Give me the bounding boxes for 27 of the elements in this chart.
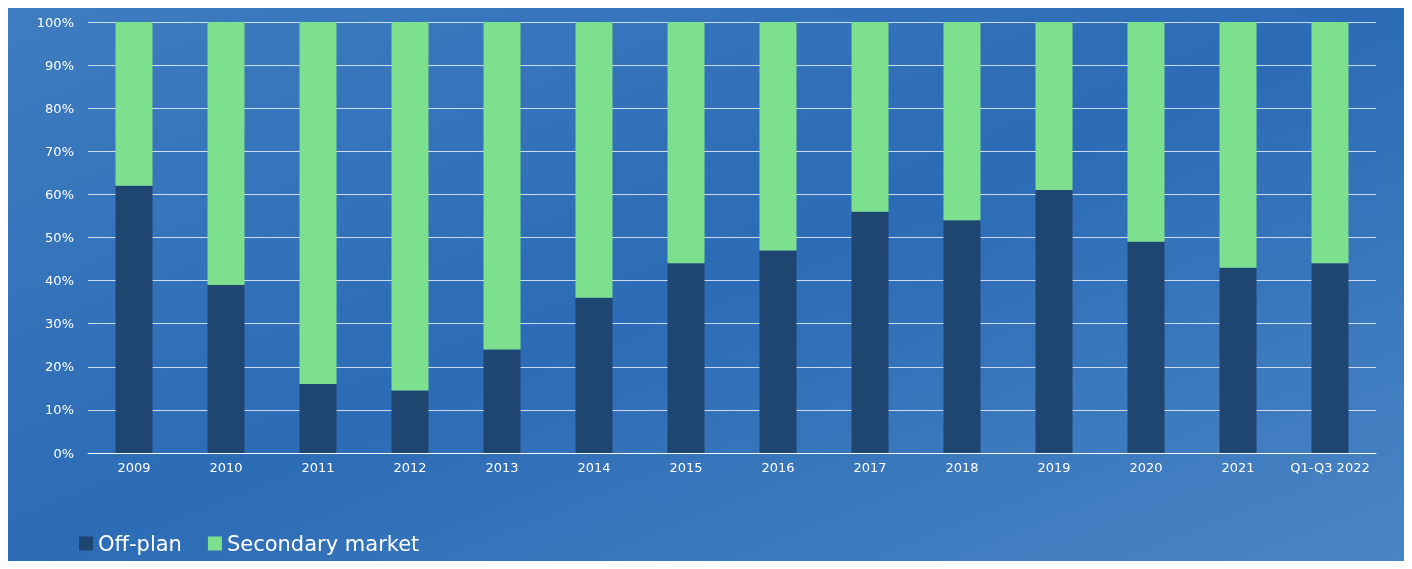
x-tick-label: 2020 <box>1129 460 1163 475</box>
x-tick-label: 2013 <box>485 460 519 475</box>
legend-label: Off-plan <box>98 531 182 556</box>
x-tick-label: 2021 <box>1221 460 1255 475</box>
x-tick-label: 2010 <box>209 460 243 475</box>
x-tick-label: 2018 <box>945 460 979 475</box>
y-tick-label: 0% <box>53 445 74 461</box>
x-tick-label: 2019 <box>1037 460 1071 475</box>
x-tick-label: 2009 <box>117 460 151 475</box>
y-tick-label: 30% <box>45 316 74 332</box>
y-tick-label: 90% <box>45 57 74 73</box>
legend-label: Secondary market <box>226 531 420 556</box>
y-tick-label: 80% <box>45 100 74 116</box>
y-tick-label: 60% <box>45 186 74 202</box>
y-tick-label: 50% <box>45 230 74 245</box>
y-tick-label: 10% <box>45 402 74 418</box>
x-tick-label: 2017 <box>853 460 887 475</box>
x-tick-label: Q1-Q3 2022 <box>1290 460 1370 475</box>
y-tick-label: 20% <box>45 359 74 375</box>
y-tick-label: 70% <box>45 143 74 159</box>
x-tick-label: 2015 <box>669 460 703 475</box>
x-tick-label: 2016 <box>761 460 795 475</box>
x-tick-label: 2012 <box>393 460 427 475</box>
x-tick-label: 2011 <box>301 460 335 475</box>
x-tick-label: 2014 <box>577 460 611 475</box>
y-tick-label: 40% <box>45 273 74 289</box>
y-tick-label: 100% <box>36 14 74 30</box>
